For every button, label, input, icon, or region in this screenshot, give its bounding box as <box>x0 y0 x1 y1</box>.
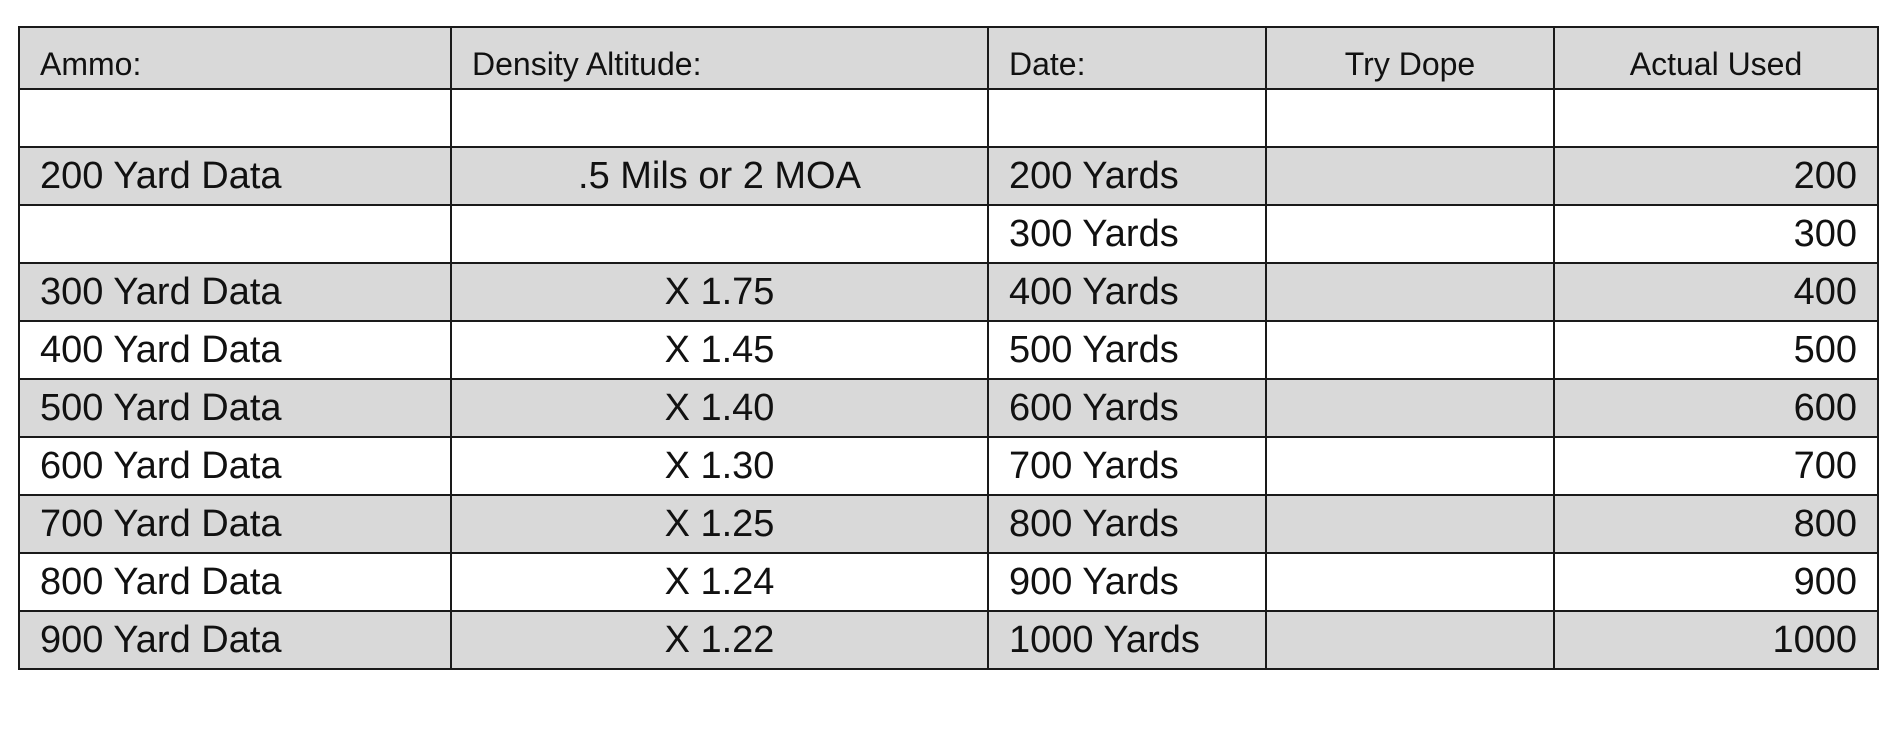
actual-used-cell[interactable]: 1000 <box>1553 610 1879 670</box>
table-row: 400 Yard Data X 1.45 500 Yards 500 <box>18 320 1879 380</box>
density-altitude-cell[interactable] <box>450 204 989 264</box>
table-row <box>18 88 1879 148</box>
actual-used-cell[interactable]: 500 <box>1553 320 1879 380</box>
density-altitude-cell[interactable]: X 1.25 <box>450 494 989 554</box>
ammo-cell[interactable]: 900 Yard Data <box>18 610 452 670</box>
date-cell[interactable]: 800 Yards <box>987 494 1267 554</box>
table-row: 300 Yard Data X 1.75 400 Yards 400 <box>18 262 1879 322</box>
date-cell[interactable]: 300 Yards <box>987 204 1267 264</box>
header-try-dope: Try Dope <box>1265 26 1555 90</box>
density-altitude-cell[interactable]: X 1.24 <box>450 552 989 612</box>
actual-used-cell[interactable]: 300 <box>1553 204 1879 264</box>
ammo-cell[interactable]: 800 Yard Data <box>18 552 452 612</box>
try-dope-cell[interactable] <box>1265 494 1555 554</box>
header-ammo: Ammo: <box>18 26 452 90</box>
date-cell[interactable]: 500 Yards <box>987 320 1267 380</box>
ammo-cell[interactable]: 400 Yard Data <box>18 320 452 380</box>
ammo-cell[interactable] <box>18 204 452 264</box>
date-cell[interactable]: 1000 Yards <box>987 610 1267 670</box>
actual-used-cell[interactable]: 900 <box>1553 552 1879 612</box>
density-altitude-cell[interactable]: X 1.40 <box>450 378 989 438</box>
header-date: Date: <box>987 26 1267 90</box>
ammo-cell[interactable]: 200 Yard Data <box>18 146 452 206</box>
ammo-cell[interactable]: 600 Yard Data <box>18 436 452 496</box>
ammo-cell[interactable] <box>18 88 452 148</box>
header-density-altitude: Density Altitude: <box>450 26 989 90</box>
table-row: 800 Yard Data X 1.24 900 Yards 900 <box>18 552 1879 612</box>
date-cell[interactable]: 700 Yards <box>987 436 1267 496</box>
try-dope-cell[interactable] <box>1265 204 1555 264</box>
date-cell[interactable] <box>987 88 1267 148</box>
try-dope-cell[interactable] <box>1265 610 1555 670</box>
try-dope-cell[interactable] <box>1265 378 1555 438</box>
date-cell[interactable]: 600 Yards <box>987 378 1267 438</box>
table-row: 200 Yard Data .5 Mils or 2 MOA 200 Yards 20… <box>18 146 1879 206</box>
try-dope-cell[interactable] <box>1265 320 1555 380</box>
density-altitude-cell[interactable]: .5 Mils or 2 MOA <box>450 146 989 206</box>
table-row: 500 Yard Data X 1.40 600 Yards 600 <box>18 378 1879 438</box>
dope-table: Ammo: Density Altitude: Date: Try Dope A… <box>18 26 1879 670</box>
try-dope-cell[interactable] <box>1265 146 1555 206</box>
ammo-cell[interactable]: 500 Yard Data <box>18 378 452 438</box>
ammo-cell[interactable]: 300 Yard Data <box>18 262 452 322</box>
table-row: 900 Yard Data X 1.22 1000 Yards 1000 <box>18 610 1879 670</box>
header-row: Ammo: Density Altitude: Date: Try Dope A… <box>18 26 1879 90</box>
actual-used-cell[interactable]: 700 <box>1553 436 1879 496</box>
header-actual-used: Actual Used <box>1553 26 1879 90</box>
table-row: 600 Yard Data X 1.30 700 Yards 700 <box>18 436 1879 496</box>
actual-used-cell[interactable]: 400 <box>1553 262 1879 322</box>
actual-used-cell[interactable] <box>1553 88 1879 148</box>
actual-used-cell[interactable]: 800 <box>1553 494 1879 554</box>
density-altitude-cell[interactable] <box>450 88 989 148</box>
date-cell[interactable]: 900 Yards <box>987 552 1267 612</box>
actual-used-cell[interactable]: 600 <box>1553 378 1879 438</box>
density-altitude-cell[interactable]: X 1.30 <box>450 436 989 496</box>
actual-used-cell[interactable]: 200 <box>1553 146 1879 206</box>
density-altitude-cell[interactable]: X 1.22 <box>450 610 989 670</box>
table-row: 300 Yards 300 <box>18 204 1879 264</box>
table-row: 700 Yard Data X 1.25 800 Yards 800 <box>18 494 1879 554</box>
try-dope-cell[interactable] <box>1265 436 1555 496</box>
density-altitude-cell[interactable]: X 1.45 <box>450 320 989 380</box>
try-dope-cell[interactable] <box>1265 88 1555 148</box>
ammo-cell[interactable]: 700 Yard Data <box>18 494 452 554</box>
density-altitude-cell[interactable]: X 1.75 <box>450 262 989 322</box>
table-body: 200 Yard Data .5 Mils or 2 MOA 200 Yards 20… <box>18 88 1879 670</box>
date-cell[interactable]: 400 Yards <box>987 262 1267 322</box>
date-cell[interactable]: 200 Yards <box>987 146 1267 206</box>
try-dope-cell[interactable] <box>1265 552 1555 612</box>
try-dope-cell[interactable] <box>1265 262 1555 322</box>
